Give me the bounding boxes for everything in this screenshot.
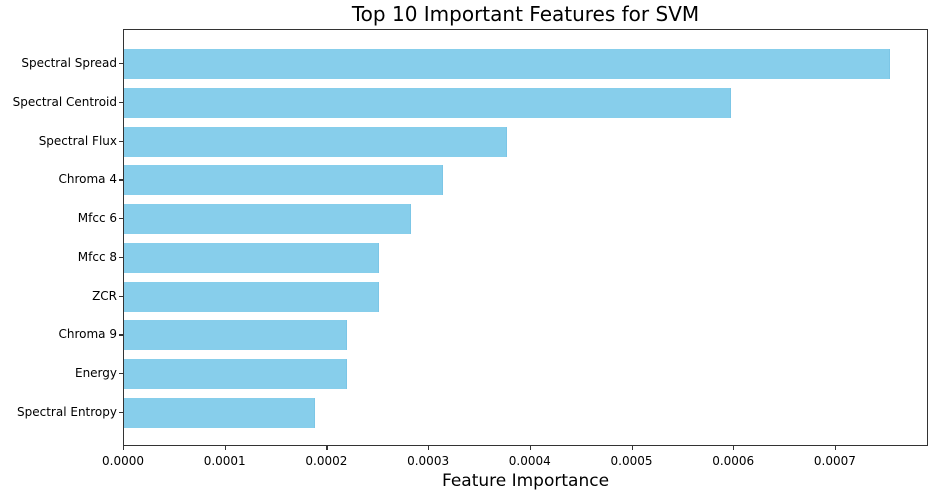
x-tick-label: 0.0001 bbox=[203, 454, 246, 468]
x-tick-mark bbox=[733, 446, 735, 450]
bar bbox=[124, 398, 316, 429]
y-tick-label: Spectral Entropy bbox=[17, 405, 117, 420]
y-tick-label: Mfcc 8 bbox=[77, 249, 117, 264]
y-tick-mark bbox=[119, 179, 123, 181]
y-tick-mark bbox=[119, 101, 123, 103]
x-tick-mark bbox=[326, 446, 328, 450]
bar bbox=[124, 126, 508, 157]
x-tick-mark bbox=[123, 446, 125, 450]
x-tick-label: 0.0007 bbox=[813, 454, 856, 468]
y-tick: Mfcc 8 bbox=[0, 242, 123, 272]
y-tick-mark bbox=[119, 334, 123, 336]
x-axis-label: Feature Importance bbox=[441, 471, 610, 491]
y-tick-mark bbox=[119, 412, 123, 414]
bar bbox=[124, 242, 380, 273]
x-tick-label: 0.0004 bbox=[508, 454, 551, 468]
bar bbox=[124, 359, 347, 390]
y-tick-label: Energy bbox=[74, 366, 117, 381]
y-tick-label: Spectral Spread bbox=[21, 56, 117, 70]
y-tick: Spectral Entropy bbox=[0, 397, 123, 427]
x-tick-label: 0.0003 bbox=[407, 454, 450, 468]
y-tick-mark bbox=[119, 295, 123, 297]
y-tick: Energy bbox=[0, 358, 123, 388]
x-tick-mark bbox=[428, 446, 430, 450]
bar bbox=[124, 165, 444, 196]
y-tick-label: Mfcc 6 bbox=[77, 211, 117, 226]
y-tick-label: Spectral Flux bbox=[38, 133, 117, 148]
y-tick: Spectral Centroid bbox=[0, 87, 123, 117]
y-tick-mark bbox=[119, 218, 123, 220]
y-tick-label: Chroma 9 bbox=[58, 327, 118, 342]
y-axis: Spectral Spread Spectral Centroid Spectral… bbox=[0, 29, 123, 446]
bar bbox=[124, 204, 411, 235]
x-tick-label: 0.0002 bbox=[305, 454, 348, 468]
y-tick: Chroma 9 bbox=[0, 319, 123, 349]
x-tick-mark bbox=[834, 446, 837, 450]
chart-title: Top 10 Important Features for SVM bbox=[351, 2, 700, 26]
y-tick-label: ZCR bbox=[92, 288, 117, 303]
y-tick-mark bbox=[119, 256, 123, 259]
y-tick-mark bbox=[119, 140, 123, 142]
y-tick-label: Chroma 4 bbox=[58, 172, 118, 187]
x-tick-label: 0.0000 bbox=[102, 454, 144, 468]
x-tick-label: 0.0006 bbox=[712, 454, 755, 468]
y-tick: Spectral Flux bbox=[0, 126, 123, 156]
y-tick-mark bbox=[119, 373, 123, 375]
y-tick-mark bbox=[119, 63, 123, 65]
x-tick-mark bbox=[529, 446, 531, 450]
plot-area bbox=[123, 29, 928, 446]
y-tick: Chroma 4 bbox=[0, 164, 123, 194]
y-tick-label: Spectral Centroid bbox=[12, 94, 117, 109]
bar bbox=[124, 49, 890, 79]
x-tick-mark bbox=[631, 446, 633, 450]
y-tick: Spectral Spread bbox=[0, 48, 123, 78]
y-tick: ZCR bbox=[0, 281, 123, 311]
bar bbox=[124, 320, 347, 351]
x-tick-mark bbox=[224, 446, 226, 450]
bar bbox=[124, 87, 732, 118]
y-tick: Mfcc 6 bbox=[0, 203, 123, 233]
bar bbox=[124, 281, 380, 312]
x-axis: 0.0000 0.0001 0.0002 0.0003 0.0004 0.0005 0.00… bbox=[102, 446, 928, 496]
x-tick-label: 0.0005 bbox=[610, 454, 653, 468]
